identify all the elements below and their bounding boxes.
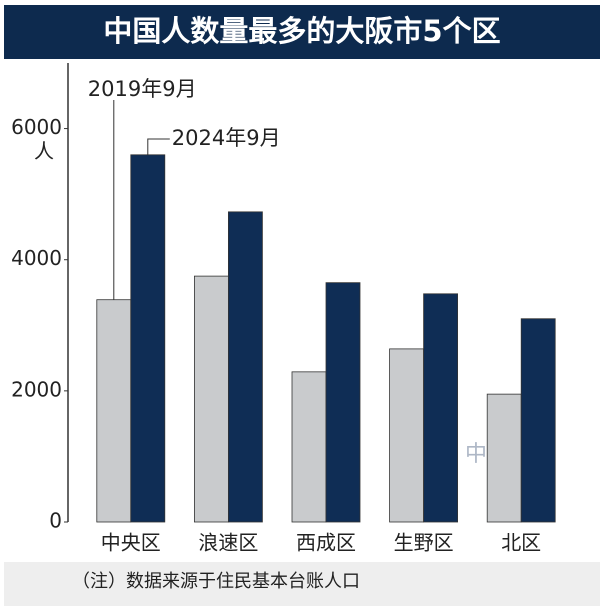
x-tick-label: 北区	[501, 531, 541, 555]
legend-label: 2019年9月	[88, 77, 197, 101]
x-tick-label: 生野区	[394, 531, 454, 555]
bar	[96, 299, 132, 523]
x-tick-label: 西成区	[296, 531, 356, 555]
bar	[227, 211, 263, 523]
bar	[520, 318, 556, 523]
title-bar	[4, 5, 600, 59]
bar	[291, 371, 327, 523]
note-strip	[4, 562, 600, 606]
y-unit: 人	[34, 139, 54, 163]
y-tick-label: 6000	[11, 115, 62, 139]
bar	[423, 293, 459, 523]
bar	[325, 282, 361, 523]
bar	[193, 275, 229, 523]
legend-label: 2024年9月	[172, 126, 281, 150]
bar	[130, 154, 166, 523]
legend-leader	[147, 138, 170, 155]
y-tick-label: 4000	[11, 246, 62, 270]
bar	[389, 348, 425, 523]
x-tick-label: 中央区	[101, 531, 161, 555]
y-tick-label: 0	[49, 509, 62, 533]
bar	[486, 393, 522, 523]
x-tick-label: 浪速区	[198, 531, 258, 555]
note: （注）数据来源于住民基本台账人口	[72, 571, 360, 592]
chart-title: 中国人数量最多的大阪市5个区	[103, 14, 500, 48]
y-tick-label: 2000	[11, 377, 62, 401]
